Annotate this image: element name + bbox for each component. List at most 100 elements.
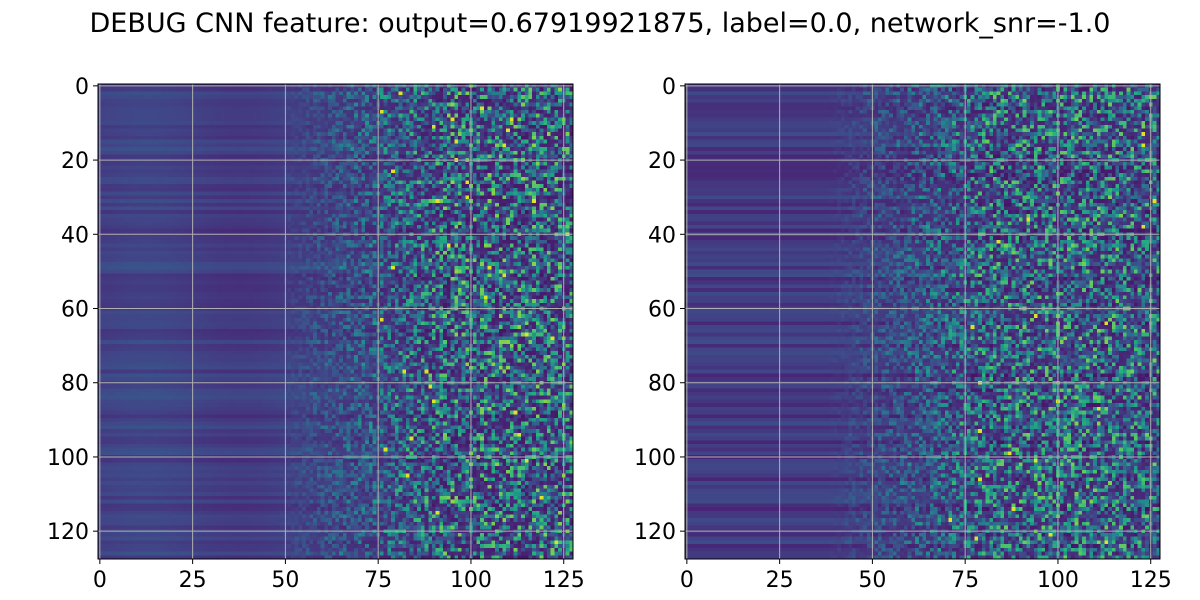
heatmap-cell bbox=[387, 110, 391, 114]
heatmap-cell bbox=[324, 106, 328, 110]
heatmap-cell bbox=[384, 180, 388, 184]
heatmap-cell bbox=[150, 99, 154, 103]
heatmap-cell bbox=[154, 117, 158, 121]
heatmap-cell bbox=[157, 125, 161, 129]
heatmap-cell bbox=[439, 192, 443, 196]
heatmap-cell bbox=[276, 88, 280, 92]
heatmap-cell bbox=[499, 110, 503, 114]
heatmap-cell bbox=[217, 117, 221, 121]
heatmap-cell bbox=[246, 121, 250, 125]
heatmap-cell bbox=[566, 114, 570, 118]
heatmap-cell bbox=[339, 184, 343, 188]
heatmap-cell bbox=[146, 140, 150, 144]
heatmap-cell bbox=[532, 140, 536, 144]
heatmap-cell bbox=[131, 147, 135, 151]
heatmap-cell bbox=[298, 103, 302, 107]
heatmap-cell bbox=[209, 143, 213, 147]
heatmap-cell bbox=[406, 188, 410, 192]
heatmap-cell bbox=[499, 166, 503, 170]
heatmap-cell bbox=[246, 125, 250, 129]
heatmap-cell bbox=[477, 125, 481, 129]
heatmap-cell bbox=[473, 177, 477, 181]
heatmap-cell bbox=[143, 180, 147, 184]
heatmap-cell bbox=[246, 166, 250, 170]
heatmap-cell bbox=[306, 136, 310, 140]
heatmap-cell bbox=[157, 106, 161, 110]
heatmap-cell bbox=[228, 147, 232, 151]
heatmap-cell bbox=[540, 110, 544, 114]
heatmap-cell bbox=[514, 143, 518, 147]
heatmap-cell bbox=[517, 147, 521, 151]
heatmap-cell bbox=[224, 184, 228, 188]
heatmap-cell bbox=[425, 140, 429, 144]
heatmap-cell bbox=[443, 155, 447, 159]
heatmap-cell bbox=[536, 151, 540, 155]
heatmap-cell bbox=[187, 166, 191, 170]
heatmap-cell bbox=[265, 188, 269, 192]
heatmap-cell bbox=[128, 151, 132, 155]
heatmap-cell bbox=[202, 91, 206, 95]
heatmap-cell bbox=[413, 162, 417, 166]
heatmap-cell bbox=[250, 129, 254, 133]
heatmap-cell bbox=[306, 143, 310, 147]
heatmap-cell bbox=[272, 121, 276, 125]
heatmap-cell bbox=[477, 140, 481, 144]
heatmap-cell bbox=[206, 173, 210, 177]
heatmap-cell bbox=[543, 91, 547, 95]
heatmap-cell bbox=[169, 155, 173, 159]
heatmap-cell bbox=[554, 169, 558, 173]
heatmap-cell bbox=[161, 99, 165, 103]
heatmap-cell bbox=[465, 151, 469, 155]
heatmap-cell bbox=[447, 114, 451, 118]
heatmap-cell bbox=[436, 95, 440, 99]
heatmap-cell bbox=[102, 88, 106, 92]
heatmap-cell bbox=[406, 177, 410, 181]
heatmap-cell bbox=[187, 125, 191, 129]
heatmap-cell bbox=[321, 95, 325, 99]
heatmap-cell bbox=[291, 166, 295, 170]
heatmap-cell bbox=[395, 136, 399, 140]
heatmap-cell bbox=[399, 136, 403, 140]
heatmap-cell bbox=[328, 129, 332, 133]
heatmap-cell bbox=[287, 95, 291, 99]
heatmap-cell bbox=[502, 143, 506, 147]
heatmap-cell bbox=[157, 162, 161, 166]
heatmap-cell bbox=[280, 188, 284, 192]
heatmap-cell bbox=[428, 180, 432, 184]
heatmap-cell bbox=[291, 129, 295, 133]
heatmap-cell bbox=[554, 180, 558, 184]
heatmap-cell bbox=[235, 103, 239, 107]
heatmap-cell bbox=[540, 166, 544, 170]
heatmap-cell bbox=[499, 143, 503, 147]
heatmap-cell bbox=[232, 121, 236, 125]
heatmap-cell bbox=[354, 184, 358, 188]
heatmap-cell bbox=[176, 162, 180, 166]
heatmap-cell bbox=[243, 117, 247, 121]
heatmap-cell bbox=[532, 184, 536, 188]
heatmap-cell bbox=[124, 117, 128, 121]
heatmap-cell bbox=[306, 192, 310, 196]
heatmap-cell bbox=[547, 151, 551, 155]
heatmap-cell bbox=[551, 110, 555, 114]
heatmap-cell bbox=[246, 192, 250, 196]
heatmap-cell bbox=[169, 177, 173, 181]
heatmap-cell bbox=[310, 143, 314, 147]
heatmap-cell bbox=[187, 188, 191, 192]
heatmap-cell bbox=[310, 173, 314, 177]
heatmap-cell bbox=[298, 121, 302, 125]
heatmap-cell bbox=[417, 95, 421, 99]
heatmap-cell bbox=[232, 177, 236, 181]
heatmap-cell bbox=[436, 114, 440, 118]
heatmap-cell bbox=[514, 151, 518, 155]
heatmap-cell bbox=[506, 151, 510, 155]
heatmap-cell bbox=[302, 132, 306, 136]
heatmap-cell bbox=[447, 180, 451, 184]
heatmap-cell bbox=[365, 169, 369, 173]
heatmap-cell bbox=[499, 125, 503, 129]
heatmap-cell bbox=[451, 184, 455, 188]
heatmap-cell bbox=[306, 106, 310, 110]
heatmap-cell bbox=[154, 155, 158, 159]
heatmap-cell bbox=[361, 114, 365, 118]
heatmap-cell bbox=[206, 136, 210, 140]
heatmap-cell bbox=[131, 184, 135, 188]
